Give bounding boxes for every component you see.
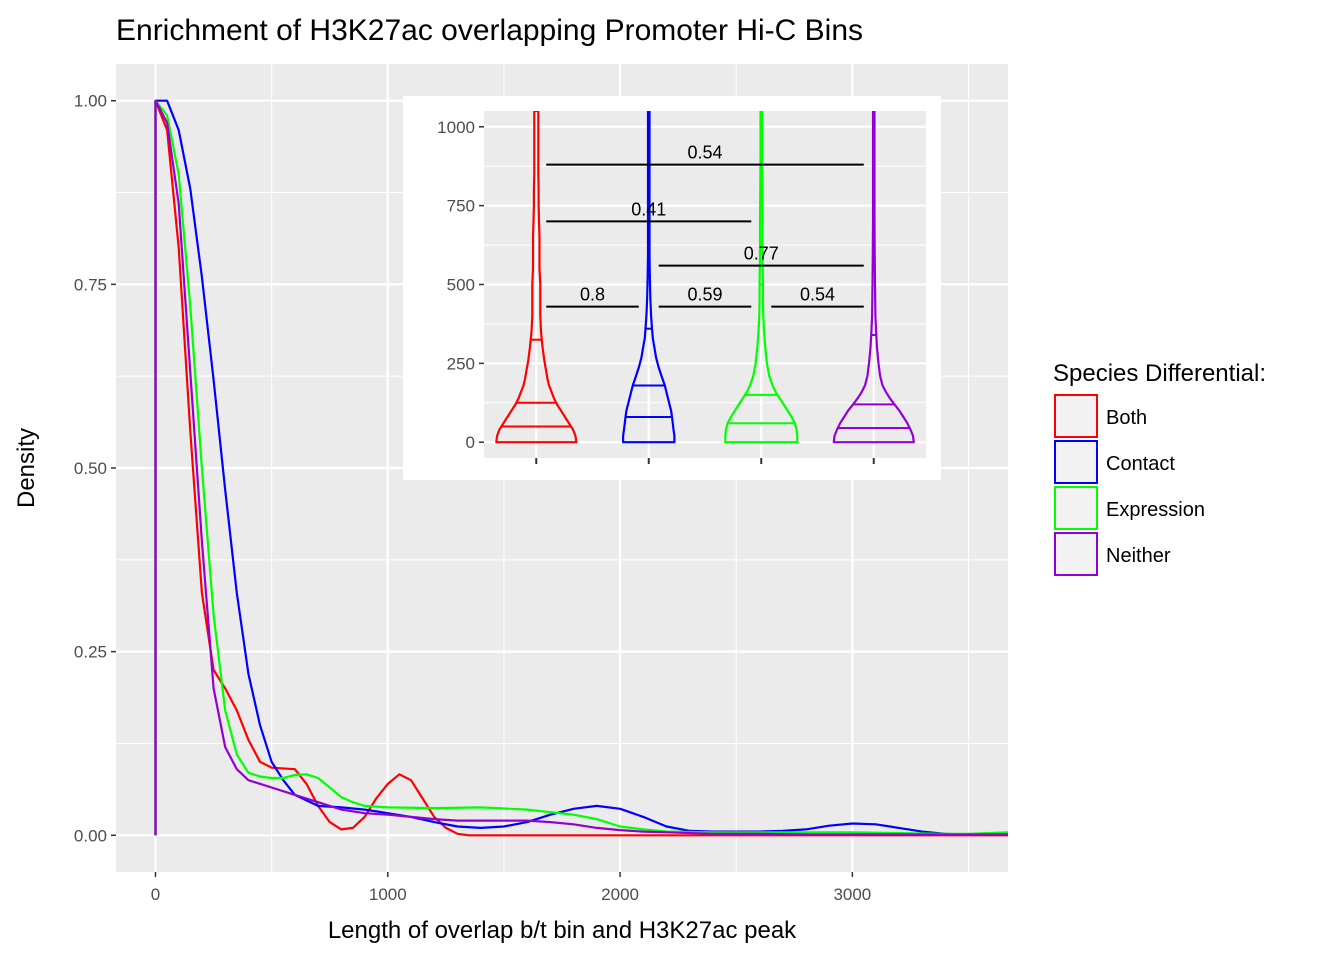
y-tick-label: 1.00 [74,92,107,111]
legend-key-both [1054,394,1098,438]
legend-key-neither [1054,532,1098,576]
comparison-pvalue: 0.54 [687,143,722,163]
inset-y-axis-ticks: 0 250 500 750 1000 [437,118,484,452]
x-axis-label: Length of overlap b/t bin and H3K27ac pe… [328,917,797,944]
legend-key-expression [1054,486,1098,530]
chart-title: Enrichment of H3K27ac overlapping Promot… [116,14,863,47]
violin-expression [724,111,799,444]
legend-label: Both [1106,407,1147,429]
series-line-neither [154,99,1008,836]
x-tick-label: 0 [151,885,160,904]
inset-violins [495,111,915,444]
y-tick-label: 0.00 [74,826,107,845]
legend-label: Expression [1106,499,1205,521]
violin-neither [832,111,915,444]
inset-y-tick-label: 500 [447,276,475,295]
series-line-contact [154,99,1008,836]
legend-items: Both Contact Expression Neither [1054,394,1205,576]
violin-contact [622,111,676,444]
y-axis-ticks: 0.00 0.25 0.50 0.75 1.00 [74,92,116,845]
comparison-pvalue: 0.8 [580,285,605,305]
x-tick-label: 1000 [369,885,407,904]
inset-comparisons: 0.8 0.59 0.54 0.77 0.41 0.54 [546,143,864,308]
x-axis-ticks: 0 1000 2000 3000 [151,872,871,904]
density-lines [154,99,1008,837]
x-tick-label: 2000 [601,885,639,904]
series-line-expression [154,99,1008,836]
legend-title: Species Differential: [1053,360,1266,387]
legend-key-contact [1054,440,1098,484]
inset-y-tick-label: 250 [447,354,475,373]
y-tick-label: 0.50 [74,459,107,478]
x-tick-label: 3000 [833,885,871,904]
inset-y-tick-label: 0 [466,433,475,452]
legend-label: Contact [1106,453,1175,475]
y-axis-label: Density [13,428,40,508]
inset-y-tick-label: 750 [447,197,475,216]
comparison-pvalue: 0.77 [744,244,779,264]
inset-violin-chart: 0.8 0.59 0.54 0.77 0.41 0.54 0 250 500 750 1000 [403,96,941,480]
y-tick-label: 0.75 [74,275,107,294]
comparison-pvalue: 0.54 [800,285,835,305]
legend: Species Differential: Both Contact Express… [1053,360,1266,576]
inset-y-tick-label: 1000 [437,118,475,137]
legend-label: Neither [1106,545,1171,567]
inset-x-axis-ticks [535,458,875,464]
violin-both [495,111,578,444]
y-tick-label: 0.25 [74,643,107,662]
comparison-pvalue: 0.41 [631,199,666,219]
comparison-pvalue: 0.59 [687,285,722,305]
